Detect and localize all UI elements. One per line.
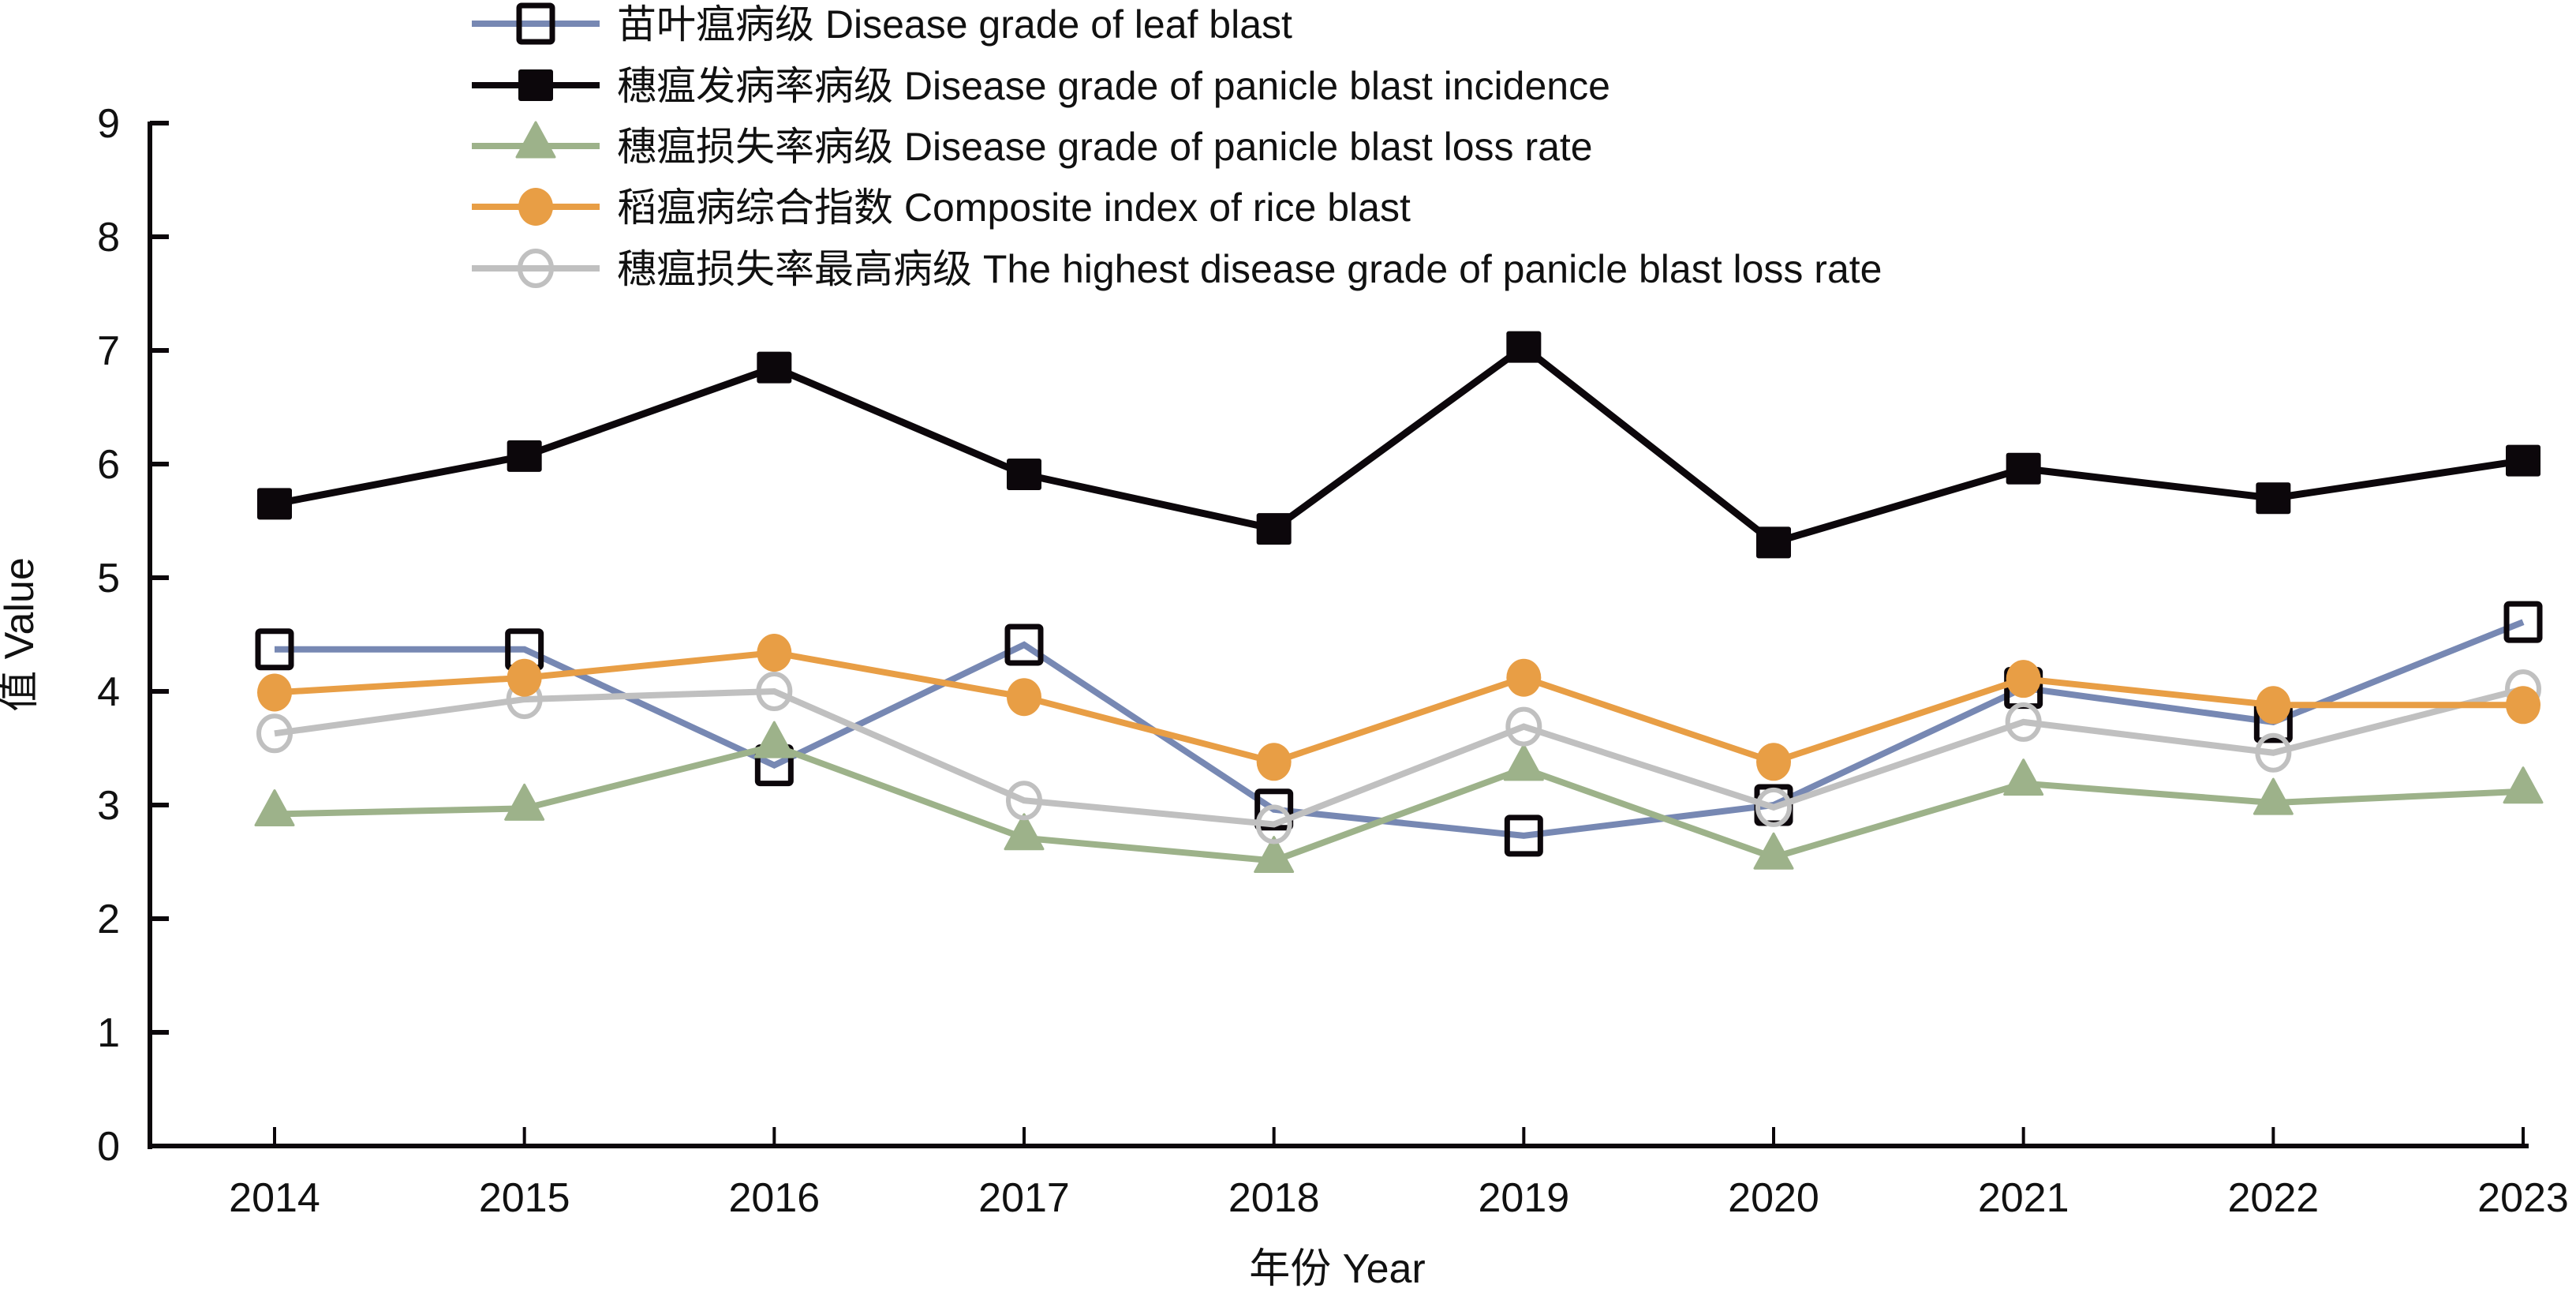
legend-label: 苗叶瘟病级 Disease grade of leaf blast	[617, 2, 1292, 47]
y-tick-label: 8	[97, 215, 120, 260]
y-ticks: 0 1 2 3 4 5 6 7 8 9	[97, 101, 169, 1170]
data-point	[1504, 815, 1543, 857]
data-point	[2006, 452, 2041, 485]
data-point	[256, 713, 293, 754]
data-point	[257, 488, 292, 520]
x-axis-title: 年份 Year	[1249, 1246, 1426, 1292]
data-point	[1254, 836, 1295, 874]
legend-label: 穗瘟发病率病级 Disease grade of panicle blast i…	[617, 64, 1610, 108]
legend-marker-icon	[515, 121, 556, 159]
data-point	[2256, 482, 2291, 515]
x-tick-label: 2019	[1478, 1175, 1569, 1221]
data-point	[2003, 758, 2044, 796]
data-point	[507, 440, 542, 472]
x-tick-label: 2022	[2227, 1175, 2319, 1221]
x-tick-label: 2020	[1728, 1175, 1819, 1221]
x-ticks: 2014 2015 2016 2017 2018 2019 2020 2021 2022 2023	[229, 1127, 2569, 1221]
data-point	[2005, 702, 2042, 742]
data-point	[1505, 706, 1542, 747]
y-tick-label: 6	[97, 442, 120, 488]
data-point	[1756, 526, 1791, 559]
data-point	[1004, 813, 1045, 851]
y-tick-label: 1	[97, 1010, 120, 1056]
legend-item: 苗叶瘟病级 Disease grade of leaf blast	[472, 2, 1292, 47]
x-tick-label: 2017	[978, 1175, 1070, 1221]
series-line	[274, 650, 2523, 766]
data-point	[1753, 832, 1794, 870]
data-point	[1255, 804, 1292, 844]
data-point	[1256, 743, 1292, 781]
axes	[148, 122, 2529, 1149]
data-point	[254, 789, 295, 827]
series-line	[274, 343, 2524, 547]
y-axis-title: 值 Value	[0, 557, 43, 712]
legend-item: 稻瘟病综合指数 Composite index of rice blast	[472, 185, 1411, 230]
y-tick-label: 2	[97, 897, 120, 942]
x-tick-label: 2021	[1978, 1175, 2069, 1221]
data-point	[257, 673, 292, 712]
data-point	[1506, 658, 1542, 697]
series-1	[257, 331, 2540, 559]
y-tick-label: 9	[97, 101, 120, 147]
data-point	[507, 658, 542, 697]
data-point	[504, 783, 545, 821]
series-3	[257, 634, 2540, 781]
data-point	[2503, 766, 2544, 804]
legend: 苗叶瘟病级 Disease grade of leaf blast 穗瘟发病率病级…	[472, 2, 1882, 291]
legend-item: 穗瘟损失率病级 Disease grade of panicle blast l…	[472, 121, 1593, 169]
data-point	[1756, 743, 1791, 781]
series-line	[275, 619, 2525, 839]
y-tick-label: 5	[97, 556, 120, 601]
legend-marker-icon	[518, 188, 553, 226]
x-tick-label: 2016	[728, 1175, 820, 1221]
data-point	[2503, 601, 2543, 643]
data-point	[1007, 458, 1041, 490]
data-point	[2506, 444, 2540, 477]
y-tick-label: 4	[97, 669, 120, 715]
y-tick-label: 7	[97, 328, 120, 374]
data-point	[1254, 788, 1294, 831]
data-point	[2256, 686, 2291, 725]
data-point	[2255, 732, 2292, 773]
series-layer	[254, 331, 2544, 874]
data-point	[1755, 787, 1792, 827]
data-point	[255, 628, 294, 671]
legend-label: 稻瘟病综合指数 Composite index of rice blast	[617, 185, 1411, 230]
legend-marker-icon	[516, 2, 555, 45]
legend-label: 穗瘟损失率最高病级 The highest disease grade of p…	[617, 247, 1882, 291]
data-point	[1007, 678, 1041, 717]
data-point	[757, 351, 792, 384]
series-line	[274, 686, 2524, 828]
data-point	[756, 672, 793, 711]
x-tick-label: 2023	[2477, 1175, 2569, 1221]
legend-marker-icon	[518, 69, 553, 101]
x-tick-label: 2018	[1228, 1175, 1320, 1221]
series-4	[256, 669, 2541, 844]
data-point	[1256, 513, 1292, 545]
data-point	[753, 721, 794, 758]
series-2	[254, 721, 2544, 874]
legend-item: 穗瘟损失率最高病级 The highest disease grade of p…	[472, 247, 1882, 291]
data-point	[757, 634, 792, 672]
data-point	[2253, 777, 2294, 815]
legend-marker-icon	[518, 249, 554, 288]
data-point	[2006, 660, 2041, 698]
data-point	[1503, 743, 1544, 781]
x-tick-label: 2014	[229, 1175, 320, 1221]
data-point	[1506, 331, 1542, 363]
legend-label: 穗瘟损失率病级 Disease grade of panicle blast l…	[617, 125, 1593, 169]
data-point	[1004, 624, 1044, 666]
y-tick-label: 3	[97, 783, 120, 829]
series-line	[274, 742, 2524, 864]
data-point	[1006, 781, 1042, 821]
y-tick-label: 0	[97, 1124, 120, 1170]
x-tick-label: 2015	[479, 1175, 570, 1221]
legend-item: 穗瘟发病率病级 Disease grade of panicle blast i…	[472, 64, 1610, 108]
data-point	[2506, 686, 2540, 725]
